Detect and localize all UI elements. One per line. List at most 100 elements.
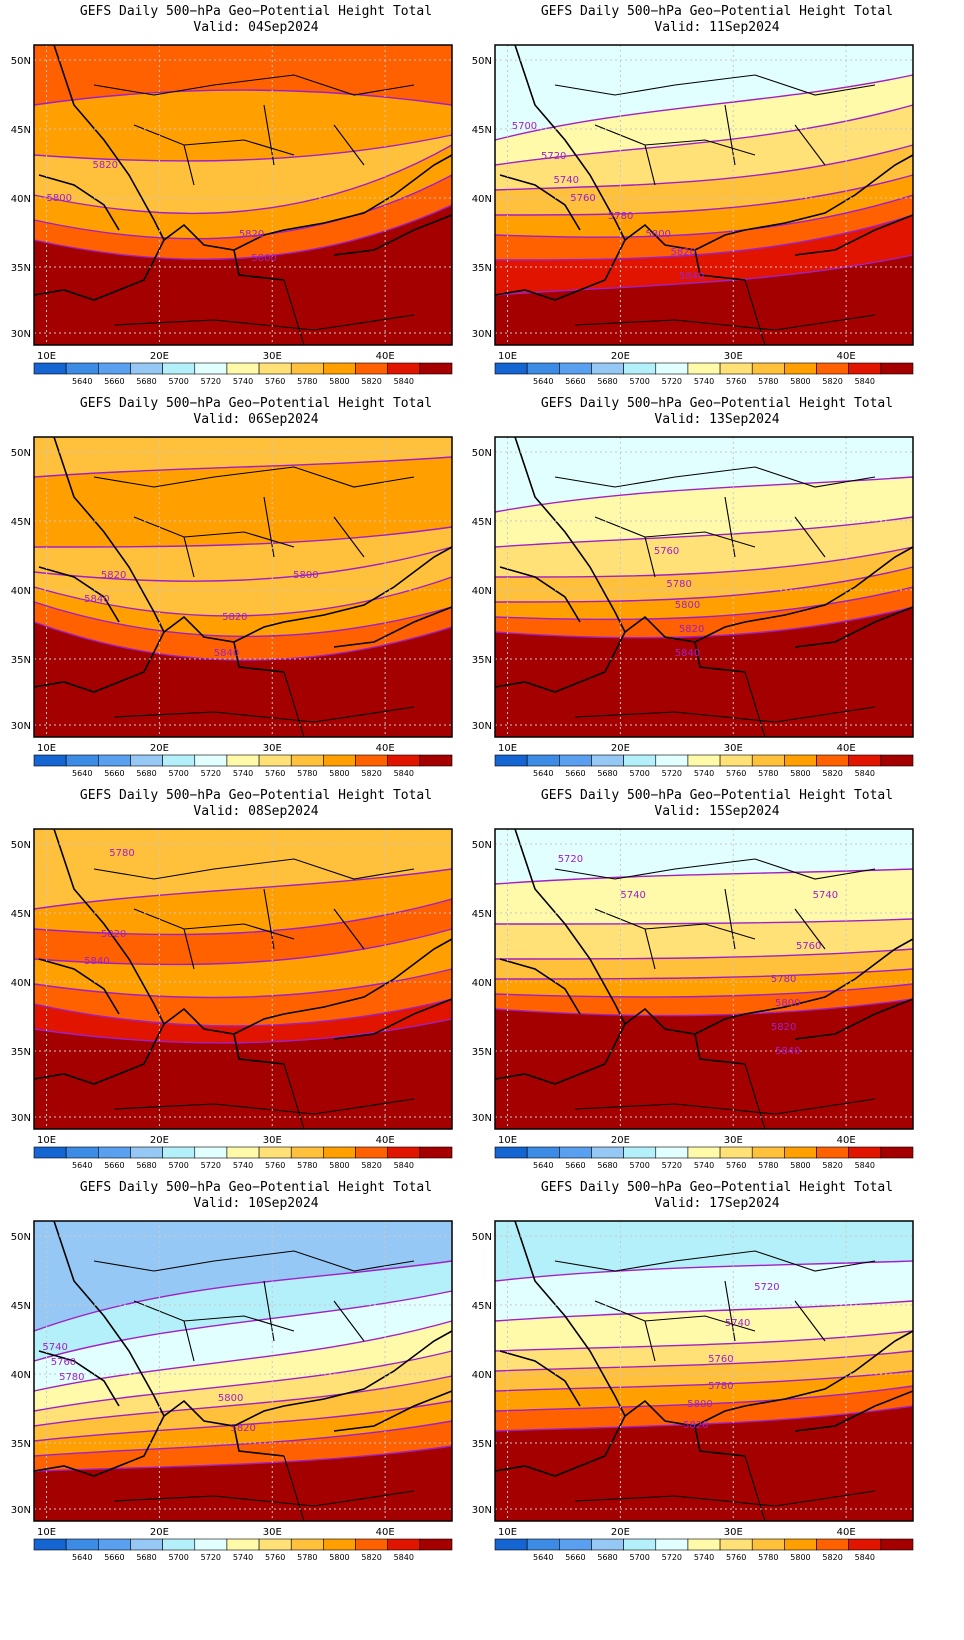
longitude-label: 30E — [263, 1527, 282, 1538]
latitude-label: 50N — [472, 840, 492, 851]
colorbar-label: 5660 — [565, 377, 585, 386]
colorbar-label: 5780 — [297, 1161, 317, 1170]
colorbar-swatch — [751, 1538, 785, 1551]
colorbar-swatch — [387, 1538, 421, 1551]
colorbar-label: 5640 — [533, 1553, 553, 1562]
colorbar-swatch — [33, 754, 67, 767]
contour-line — [494, 104, 914, 166]
longitude-label: 20E — [611, 1135, 630, 1146]
latitude-label: 50N — [472, 1232, 492, 1243]
panel-title: GEFS Daily 500−hPa Geo−Potential Height … — [497, 4, 937, 36]
colorbar-label: 5640 — [533, 377, 553, 386]
geopotential-map: 5740 5760 5780 5800 5820 50N 45N 40N 35N 30N 10E 20… — [11, 1220, 453, 1562]
longitude-label: 10E — [498, 351, 517, 362]
colorbar-swatch — [130, 362, 163, 375]
contour-line — [494, 194, 914, 238]
contour-label: 5820 — [671, 247, 696, 258]
panel-title: GEFS Daily 500−hPa Geo−Potential Height … — [497, 788, 937, 820]
colorbar-swatch — [784, 1146, 817, 1159]
panel-valid-date: Valid: 08Sep2024 — [193, 804, 319, 819]
coastline — [33, 1220, 453, 1477]
contour-label: 5800 — [251, 253, 276, 264]
colorbar-label: 5740 — [233, 769, 253, 778]
colorbar-label: 5820 — [361, 1553, 381, 1562]
geopotential-map: 5760 5780 5800 5820 5840 50N 45N 40N 35N 30N 10E 20… — [472, 436, 914, 778]
colorbar-swatch — [816, 1538, 849, 1551]
latitude-label: 40N — [472, 978, 492, 989]
panel-valid-date: Valid: 10Sep2024 — [193, 1196, 319, 1211]
colorbar-swatch — [591, 1146, 624, 1159]
colorbar-label: 5760 — [265, 1161, 285, 1170]
height-band — [34, 1019, 452, 1129]
panel-valid-date: Valid: 13Sep2024 — [654, 412, 780, 427]
latitude-label: 45N — [11, 125, 31, 136]
contour-line — [33, 1375, 453, 1427]
colorbar-swatch — [290, 362, 324, 375]
colorbar-swatch — [33, 1538, 67, 1551]
contour-line — [494, 998, 914, 1017]
colorbar-swatch — [194, 1146, 228, 1159]
contour-label: 5780 — [608, 211, 633, 222]
contour-label: 5700 — [512, 121, 537, 132]
colorbar-label: 5680 — [136, 377, 156, 386]
colorbar-swatch — [623, 362, 657, 375]
colorbar-label: 5740 — [694, 1161, 714, 1170]
colorbar-swatch — [162, 362, 196, 375]
contour-line — [494, 1330, 914, 1352]
contour-label: 5800 — [293, 570, 318, 581]
contour-line — [33, 998, 453, 1027]
geopotential-map: 5820 5840 5800 5820 5840 50N 45N 40N 35N 30N 10E 20… — [11, 436, 453, 778]
latitude-label: 50N — [472, 448, 492, 459]
contour-line — [494, 606, 914, 639]
longitude-label: 20E — [150, 1527, 169, 1538]
colorbar-swatch — [848, 1538, 882, 1551]
colorbar-swatch — [130, 1538, 163, 1551]
panel-valid-date: Valid: 04Sep2024 — [193, 20, 319, 35]
panel-title: GEFS Daily 500−hPa Geo−Potential Height … — [36, 1180, 476, 1212]
colorbar-label: 5660 — [104, 1553, 124, 1562]
contour-line — [33, 204, 453, 260]
colorbar-swatch — [880, 1538, 914, 1551]
contour-label: 5740 — [620, 890, 645, 901]
colorbar-label: 5760 — [726, 769, 746, 778]
contour-line — [33, 1445, 453, 1472]
colorbar-swatch — [162, 1538, 196, 1551]
latitude-label: 35N — [472, 263, 492, 274]
longitude-label: 40E — [837, 743, 856, 754]
latitude-label: 35N — [472, 1439, 492, 1450]
map-frame — [494, 828, 914, 1130]
colorbar-swatch — [751, 754, 785, 767]
contour-label: 5780 — [666, 579, 691, 590]
colorbar-swatch — [419, 362, 453, 375]
colorbar-label: 5740 — [694, 1553, 714, 1562]
colorbar-swatch — [751, 1146, 785, 1159]
longitude-label: 40E — [837, 1527, 856, 1538]
colorbar-swatch — [623, 1538, 657, 1551]
latitude-label: 40N — [472, 1370, 492, 1381]
colorbar-swatch — [323, 754, 356, 767]
longitude-label: 10E — [37, 743, 56, 754]
colorbar-swatch — [655, 754, 689, 767]
latitude-label: 40N — [11, 586, 31, 597]
colorbar-label: 5820 — [361, 769, 381, 778]
colorbar-label: 5680 — [597, 1161, 617, 1170]
contour-line — [494, 1260, 914, 1282]
contour-line — [494, 983, 914, 998]
contour-label: 5760 — [51, 1357, 76, 1368]
longitude-label: 10E — [498, 1527, 517, 1538]
colorbar-swatch — [65, 1146, 99, 1159]
panel-title-line: GEFS Daily 500−hPa Geo−Potential Height … — [79, 4, 433, 19]
colorbar-swatch — [387, 1146, 421, 1159]
colorbar-swatch — [687, 362, 721, 375]
longitude-label: 30E — [724, 1527, 743, 1538]
longitude-label: 10E — [37, 1135, 56, 1146]
contour-line — [33, 868, 453, 910]
country-borders — [93, 466, 415, 738]
colorbar-swatch — [591, 362, 624, 375]
contour-line — [494, 254, 914, 296]
panel-title-line: GEFS Daily 500−hPa Geo−Potential Height … — [79, 396, 433, 411]
colorbar-label: 5840 — [394, 1553, 414, 1562]
colorbar-swatch — [355, 1146, 388, 1159]
contour-label: 5820 — [93, 160, 118, 171]
colorbar-swatch — [655, 1538, 689, 1551]
